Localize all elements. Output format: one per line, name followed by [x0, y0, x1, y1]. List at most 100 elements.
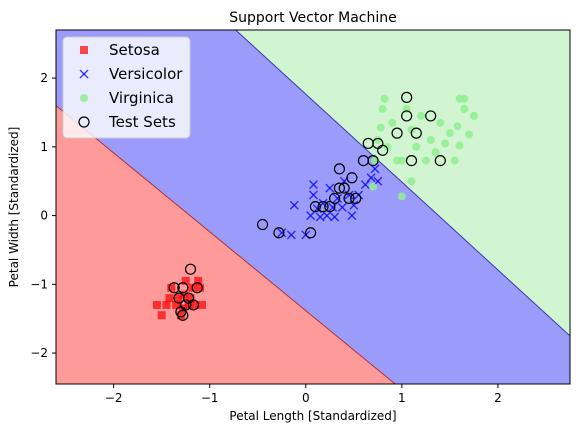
point-setosa — [186, 294, 195, 303]
legend-marker-setosa — [80, 46, 88, 54]
point-virginica — [421, 156, 430, 165]
point-setosa — [179, 290, 188, 299]
point-setosa — [167, 283, 176, 292]
point-versicolor — [347, 211, 357, 221]
point-test-sets — [177, 309, 189, 321]
boundary-setosa-versicolor — [56, 105, 396, 384]
y-axis-ticks: −2 −1 0 1 2 — [30, 71, 56, 360]
point-setosa — [196, 283, 205, 292]
point-test-sets — [304, 227, 317, 239]
point-virginica — [426, 135, 435, 144]
point-virginica — [407, 177, 416, 186]
point-test-sets — [309, 201, 322, 213]
point-test-sets — [391, 127, 403, 139]
point-virginica — [453, 122, 462, 131]
point-test-sets — [343, 192, 355, 205]
x-tick-label: 0 — [302, 391, 310, 405]
point-virginica — [436, 118, 445, 127]
point-setosa — [162, 300, 171, 309]
legend-label-setosa: Setosa — [109, 41, 160, 59]
point-test-sets — [317, 201, 329, 213]
point-test-sets — [377, 144, 389, 156]
point-versicolor — [306, 211, 316, 221]
point-test-sets — [346, 172, 358, 184]
point-virginica — [383, 142, 392, 151]
point-versicolor — [322, 211, 332, 221]
point-setosa — [181, 276, 190, 285]
point-versicolor — [286, 230, 296, 240]
point-setosa — [152, 300, 161, 309]
point-versicolor — [308, 190, 318, 200]
point-test-sets — [187, 299, 199, 311]
point-test-sets — [401, 91, 413, 103]
point-setosa — [194, 276, 203, 285]
point-virginica — [376, 123, 385, 132]
point-virginica — [373, 135, 382, 144]
point-versicolor — [370, 164, 380, 174]
x-tick-label: 1 — [398, 391, 406, 405]
point-virginica — [397, 156, 406, 165]
point-virginica — [388, 118, 397, 127]
point-test-sets — [367, 155, 379, 167]
point-versicolor — [330, 212, 340, 222]
point-versicolor — [289, 200, 299, 210]
boundary-versicolor-virginica — [235, 30, 570, 337]
point-test-sets — [184, 263, 197, 275]
legend-label-virginica: Virginica — [109, 89, 174, 107]
legend-label-versicolor: Versicolor — [109, 65, 183, 83]
x-tick-label: 2 — [494, 391, 502, 405]
x-tick-label: −1 — [201, 391, 219, 405]
point-virginica — [431, 148, 440, 157]
point-test-sets — [401, 110, 413, 122]
point-virginica — [455, 141, 464, 150]
point-test-sets — [177, 282, 189, 294]
point-test-sets — [425, 110, 437, 122]
point-virginica — [378, 105, 387, 114]
point-test-sets — [350, 192, 362, 205]
point-virginica — [460, 105, 469, 114]
y-tick-label: 2 — [40, 71, 48, 85]
point-test-sets — [434, 155, 446, 167]
legend-box — [62, 36, 191, 139]
point-virginica — [450, 156, 459, 165]
y-tick-label: 1 — [40, 140, 48, 154]
point-virginica — [465, 130, 474, 139]
point-test-sets — [333, 182, 346, 194]
point-setosa — [191, 300, 200, 309]
point-test-sets — [256, 218, 269, 231]
point-setosa — [165, 294, 174, 303]
point-setosa — [172, 300, 181, 309]
y-tick-label: −1 — [30, 277, 48, 291]
point-virginica — [407, 125, 416, 134]
point-test-sets — [324, 201, 336, 213]
point-setosa — [198, 300, 207, 309]
y-axis-label: Petal Width [Standardized] — [7, 127, 21, 288]
point-virginica — [369, 182, 378, 191]
x-axis-ticks: −2 −1 0 1 2 — [105, 384, 502, 405]
point-versicolor — [328, 202, 338, 212]
point-test-sets — [168, 282, 180, 294]
point-test-sets — [180, 299, 192, 311]
y-tick-label: −2 — [30, 346, 48, 360]
point-versicolor — [308, 180, 318, 190]
point-test-sets — [329, 192, 341, 205]
legend-marker-virginica — [80, 94, 88, 102]
point-setosa — [174, 294, 183, 303]
chart-title: Support Vector Machine — [229, 10, 396, 26]
point-versicolor — [333, 193, 342, 203]
legend-marker-versicolor — [79, 69, 89, 79]
point-versicolor — [360, 180, 370, 190]
point-versicolor — [325, 183, 335, 193]
point-versicolor — [315, 212, 325, 222]
legend-label-test-sets: Test Sets — [108, 113, 176, 131]
point-virginica — [460, 94, 469, 103]
x-axis-label: Petal Length [Standardized] — [229, 409, 396, 423]
point-virginica — [370, 156, 379, 165]
point-virginica — [380, 94, 389, 103]
legend-marker-test-sets — [78, 116, 90, 128]
plot-frame — [55, 29, 571, 385]
point-virginica — [469, 111, 478, 120]
point-virginica — [397, 192, 406, 201]
point-test-sets — [410, 127, 422, 139]
legend: Setosa Versicolor Virginica Test Sets — [62, 36, 191, 139]
